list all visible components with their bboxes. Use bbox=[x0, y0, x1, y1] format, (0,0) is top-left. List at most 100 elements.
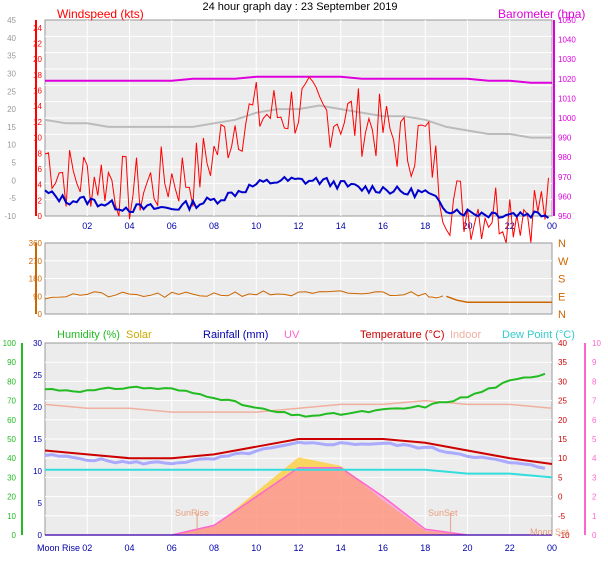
wind-x-tick: 20 bbox=[462, 221, 472, 231]
wind-y-tick: 16 bbox=[33, 87, 42, 96]
humidity-legend: Humidity (%) bbox=[57, 329, 120, 341]
wind-y-tick: 6 bbox=[38, 165, 43, 174]
temp-y-tick: 10 bbox=[7, 141, 16, 150]
indoor-line bbox=[44, 399, 553, 413]
baro-y-tick: 960 bbox=[558, 192, 572, 201]
humidity-y-tick: 20 bbox=[7, 493, 16, 502]
temp-y-tick: 20 bbox=[558, 416, 567, 425]
dir-compass-tick: E bbox=[558, 291, 565, 303]
uv-legend: UV bbox=[284, 329, 300, 341]
temp-y-tick: 15 bbox=[7, 123, 16, 132]
temp-y-tick: 35 bbox=[558, 358, 567, 367]
barometer-legend: Barometer (hpa) bbox=[498, 7, 585, 21]
climate-x-tick: 02 bbox=[82, 543, 92, 553]
dir-y-tick: 360 bbox=[29, 239, 43, 248]
uv-y-tick: 4 bbox=[592, 454, 597, 463]
uv-y-tick: 9 bbox=[592, 358, 597, 367]
temp-y-tick: 35 bbox=[7, 52, 16, 61]
baro-y-tick: 1030 bbox=[558, 55, 576, 64]
wind-x-tick: 12 bbox=[293, 221, 303, 231]
dewpoint-line bbox=[45, 468, 553, 479]
climate-x-tick: 10 bbox=[251, 543, 261, 553]
wind-x-tick: 02 bbox=[82, 221, 92, 231]
temp-y-tick: 40 bbox=[558, 339, 567, 348]
temp-y-tick: 30 bbox=[558, 377, 567, 386]
wind-y-tick: 8 bbox=[38, 149, 43, 158]
temp-y-tick: 0 bbox=[558, 493, 563, 502]
climate-x-tick: 12 bbox=[293, 543, 303, 553]
temp-y-tick: -10 bbox=[4, 212, 16, 221]
baro-y-tick: 1020 bbox=[558, 75, 576, 84]
climate-x-tick: 04 bbox=[124, 543, 134, 553]
humidity-y-tick: 50 bbox=[7, 435, 16, 444]
wind-y-tick: 4 bbox=[38, 181, 43, 190]
wind-x-tick: 14 bbox=[336, 221, 346, 231]
rain-y-tick: 10 bbox=[33, 467, 42, 476]
climate-x-tick: 00 bbox=[547, 543, 557, 553]
sunset-label: SunSet bbox=[428, 508, 458, 518]
wind-x-tick: 04 bbox=[124, 221, 134, 231]
humidity-y-tick: 60 bbox=[7, 416, 16, 425]
moonset-label: Moon Set bbox=[530, 527, 569, 537]
temp-y-tick: 40 bbox=[7, 34, 16, 43]
baro-y-tick: 1000 bbox=[558, 114, 576, 123]
dir-y-tick: 270 bbox=[29, 257, 43, 266]
humidity-y-tick: 100 bbox=[3, 339, 17, 348]
dir-compass-tick: N bbox=[558, 309, 566, 321]
wind-direction-line bbox=[44, 290, 444, 300]
uv-y-tick: 1 bbox=[592, 512, 597, 521]
gust-line bbox=[44, 76, 549, 244]
wind-x-tick: 06 bbox=[167, 221, 177, 231]
climate-x-tick: 06 bbox=[167, 543, 177, 553]
rain-y-tick: 25 bbox=[33, 371, 42, 380]
moonrise-label: Moon Rise bbox=[37, 543, 80, 553]
climate-x-tick: 16 bbox=[378, 543, 388, 553]
baro-y-tick: 1010 bbox=[558, 94, 576, 103]
temp-y-tick: 30 bbox=[7, 69, 16, 78]
temperature-range bbox=[44, 440, 546, 470]
wind-y-tick: 18 bbox=[33, 71, 42, 80]
dir-y-tick: 180 bbox=[29, 275, 43, 284]
humidity-y-tick: 80 bbox=[7, 377, 16, 386]
humidity-line bbox=[44, 372, 546, 418]
temp-y-tick: 45 bbox=[7, 16, 16, 25]
solar-legend: Solar bbox=[126, 329, 152, 341]
dir-y-tick: 0 bbox=[38, 310, 43, 319]
avg-wind-line bbox=[44, 175, 550, 220]
wind-y-tick: 0 bbox=[38, 212, 43, 221]
baro-y-tick: 970 bbox=[558, 173, 572, 182]
rain-y-tick: 20 bbox=[33, 403, 42, 412]
sunrise-label: SunRise bbox=[175, 508, 209, 518]
climate-x-tick: 14 bbox=[336, 543, 346, 553]
dir-compass-tick: S bbox=[558, 274, 565, 286]
temp-y-tick: -5 bbox=[9, 194, 17, 203]
wind-x-tick: 22 bbox=[505, 221, 515, 231]
temp-y-tick: -5 bbox=[558, 512, 566, 521]
baro-y-tick: 1050 bbox=[558, 16, 576, 25]
temp-y-tick: 20 bbox=[7, 105, 16, 114]
climate-x-tick: 18 bbox=[420, 543, 430, 553]
graph-title: 24 hour graph day : 23 September 2019 bbox=[202, 1, 397, 13]
humidity-y-tick: 30 bbox=[7, 473, 16, 482]
temp-y-tick: 10 bbox=[558, 454, 567, 463]
temp-y-tick: 25 bbox=[558, 397, 567, 406]
solar-area bbox=[45, 457, 552, 535]
wind-x-tick: 08 bbox=[209, 221, 219, 231]
temp-y-tick: -10 bbox=[558, 531, 570, 540]
temperature-legend: Temperature (°C) bbox=[360, 329, 444, 341]
wind-y-tick: 12 bbox=[33, 118, 42, 127]
humidity-y-tick: 70 bbox=[7, 397, 16, 406]
windspeed-legend: Windspeed (kts) bbox=[57, 7, 144, 21]
wind-x-tick: 18 bbox=[420, 221, 430, 231]
wind-direction-flat bbox=[446, 295, 552, 303]
uv-y-tick: 2 bbox=[592, 493, 597, 502]
wind-x-tick: 16 bbox=[378, 221, 388, 231]
wind-y-tick: 20 bbox=[33, 55, 42, 64]
humidity-y-tick: 90 bbox=[7, 358, 16, 367]
temperature-line bbox=[44, 438, 553, 465]
climate-x-tick: 22 bbox=[505, 543, 515, 553]
dir-compass-tick: W bbox=[558, 256, 569, 268]
barometer-line bbox=[45, 75, 552, 84]
wind-x-tick: 10 bbox=[251, 221, 261, 231]
